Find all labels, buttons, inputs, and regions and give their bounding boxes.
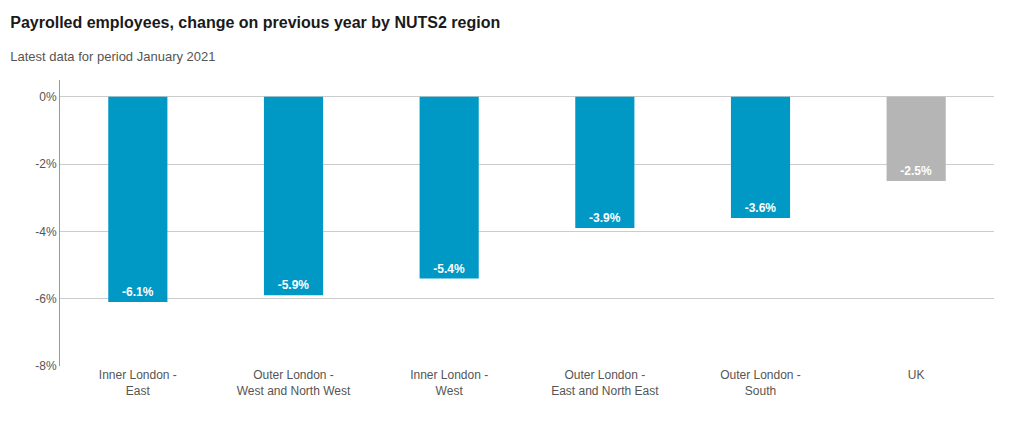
svg-text:Payrolled employees, change on: Payrolled employees, change on previous … [10, 14, 500, 31]
svg-text:-5.9%: -5.9% [278, 278, 310, 292]
svg-text:-6%: -6% [35, 292, 57, 306]
svg-text:-4%: -4% [35, 225, 57, 239]
svg-text:0%: 0% [39, 90, 57, 104]
svg-text:-5.4%: -5.4% [433, 262, 465, 276]
svg-text:Inner London -West: Inner London -West [410, 368, 488, 398]
svg-text:-2%: -2% [35, 157, 57, 171]
svg-text:Latest data for period January: Latest data for period January 2021 [10, 49, 215, 64]
svg-text:-8%: -8% [35, 359, 57, 373]
svg-text:Outer London -West and North W: Outer London -West and North West [237, 368, 351, 398]
svg-text:-3.6%: -3.6% [745, 201, 777, 215]
svg-text:Outer London -South: Outer London -South [720, 368, 801, 398]
svg-text:-3.9%: -3.9% [589, 211, 621, 225]
svg-text:Inner London -East: Inner London -East [99, 368, 177, 398]
svg-text:-6.1%: -6.1% [122, 285, 154, 299]
svg-text:Outer London -East and North E: Outer London -East and North East [551, 368, 659, 398]
svg-text:UK: UK [908, 368, 925, 382]
svg-text:-2.5%: -2.5% [900, 164, 932, 178]
